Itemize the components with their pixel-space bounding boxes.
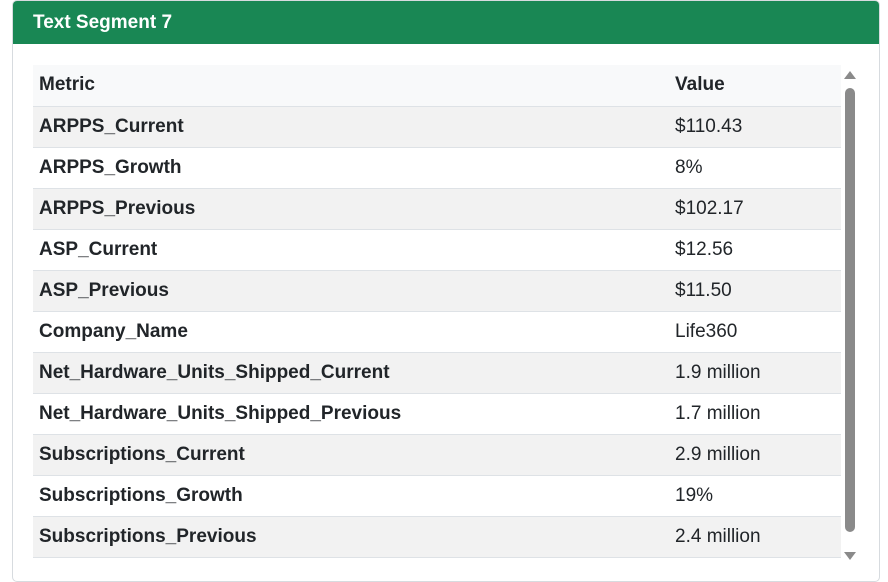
- vertical-scrollbar[interactable]: [842, 68, 858, 568]
- card-body: Metric Value ARPPS_Current $110.43 ARPPS…: [13, 44, 879, 581]
- value-cell: Life360: [669, 311, 841, 353]
- value-column-header: Value: [669, 65, 841, 107]
- text-segment-card: Text Segment 7 Metric Value ARPPS_Curren…: [12, 0, 880, 582]
- scrollbar-thumb[interactable]: [845, 88, 855, 532]
- table-row: Subscriptions_Growth 19%: [33, 475, 841, 517]
- value-cell: $102.17: [669, 188, 841, 230]
- metric-cell: ASP_Current: [33, 229, 669, 271]
- table-row: Net_Hardware_Units_Shipped_Previous 1.7 …: [33, 393, 841, 435]
- card-title: Text Segment 7: [13, 1, 879, 44]
- value-cell: $110.43: [669, 106, 841, 148]
- table-row: ARPPS_Previous $102.17: [33, 188, 841, 230]
- metric-cell: Company_Name: [33, 311, 669, 353]
- metrics-table: Metric Value ARPPS_Current $110.43 ARPPS…: [33, 65, 841, 558]
- metric-cell: Subscriptions_Previous: [33, 516, 669, 558]
- value-cell: $11.50: [669, 270, 841, 312]
- table-row: Subscriptions_Previous 2.4 million: [33, 516, 841, 558]
- value-cell: 2.4 million: [669, 516, 841, 558]
- triangle-down-icon[interactable]: [844, 552, 856, 560]
- value-cell: 1.9 million: [669, 352, 841, 394]
- metric-cell: ARPPS_Growth: [33, 147, 669, 189]
- metric-cell: ARPPS_Previous: [33, 188, 669, 230]
- table-scroll-area[interactable]: Metric Value ARPPS_Current $110.43 ARPPS…: [33, 65, 841, 565]
- metric-cell: ASP_Previous: [33, 270, 669, 312]
- table-row: ASP_Current $12.56: [33, 229, 841, 271]
- table-row: Company_Name Life360: [33, 311, 841, 353]
- metric-cell: Subscriptions_Growth: [33, 475, 669, 517]
- table-row: ARPPS_Current $110.43: [33, 106, 841, 148]
- table-row: ARPPS_Growth 8%: [33, 147, 841, 189]
- triangle-up-icon[interactable]: [844, 71, 856, 79]
- table-row: Subscriptions_Current 2.9 million: [33, 434, 841, 476]
- value-cell: 8%: [669, 147, 841, 189]
- table-row: Net_Hardware_Units_Shipped_Current 1.9 m…: [33, 352, 841, 394]
- value-cell: $12.56: [669, 229, 841, 271]
- value-cell: 1.7 million: [669, 393, 841, 435]
- metric-cell: Net_Hardware_Units_Shipped_Current: [33, 352, 669, 394]
- value-cell: 2.9 million: [669, 434, 841, 476]
- value-cell: 19%: [669, 475, 841, 517]
- metric-cell: Subscriptions_Current: [33, 434, 669, 476]
- metric-cell: Net_Hardware_Units_Shipped_Previous: [33, 393, 669, 435]
- metric-cell: ARPPS_Current: [33, 106, 669, 148]
- table-header-row: Metric Value: [33, 65, 841, 107]
- metric-column-header: Metric: [33, 65, 669, 107]
- table-row: ASP_Previous $11.50: [33, 270, 841, 312]
